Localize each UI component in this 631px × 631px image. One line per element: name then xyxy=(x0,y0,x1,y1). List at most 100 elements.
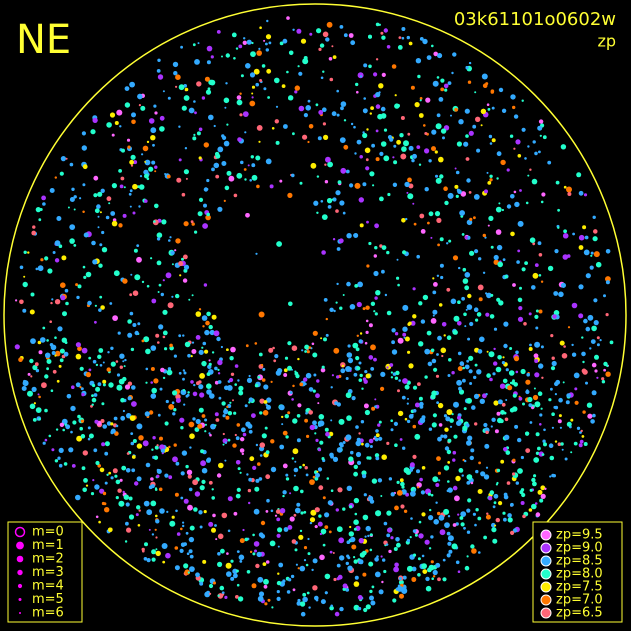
star xyxy=(156,474,160,478)
star xyxy=(285,435,289,439)
star xyxy=(292,448,299,455)
star xyxy=(114,121,119,125)
star xyxy=(466,481,471,485)
star xyxy=(199,373,206,379)
star xyxy=(259,398,265,404)
star xyxy=(437,436,442,442)
star xyxy=(467,293,472,299)
legend-marker xyxy=(540,594,552,606)
star xyxy=(412,529,417,533)
star xyxy=(538,363,544,369)
star xyxy=(466,555,469,558)
star xyxy=(305,411,308,415)
star xyxy=(134,330,139,336)
star xyxy=(562,254,569,260)
star xyxy=(21,386,27,391)
star xyxy=(201,315,208,321)
star xyxy=(570,451,573,454)
star xyxy=(418,163,422,166)
star xyxy=(327,500,333,506)
star xyxy=(398,36,402,39)
star xyxy=(29,358,34,364)
star xyxy=(557,226,560,229)
star xyxy=(444,446,450,451)
star xyxy=(368,561,374,567)
star xyxy=(362,572,367,577)
star xyxy=(150,484,155,489)
star xyxy=(144,199,148,203)
star xyxy=(129,189,133,193)
star xyxy=(165,399,169,404)
star xyxy=(255,155,261,161)
star xyxy=(507,517,513,523)
star xyxy=(293,467,299,473)
star xyxy=(454,184,459,189)
star xyxy=(505,368,509,372)
star xyxy=(162,279,165,282)
star xyxy=(180,496,184,500)
star xyxy=(50,301,53,305)
star xyxy=(421,466,426,470)
star xyxy=(181,257,184,261)
star xyxy=(368,438,374,444)
star xyxy=(153,220,156,223)
star xyxy=(558,397,563,403)
star xyxy=(277,545,280,548)
star xyxy=(130,347,135,352)
star xyxy=(420,319,426,324)
star xyxy=(320,599,326,605)
star xyxy=(228,175,235,182)
star xyxy=(226,571,232,577)
star xyxy=(355,440,362,447)
star xyxy=(527,396,533,403)
star xyxy=(104,481,108,485)
star xyxy=(142,549,145,553)
star xyxy=(504,434,510,440)
star xyxy=(222,414,226,418)
star xyxy=(115,360,119,363)
star xyxy=(243,168,247,171)
star xyxy=(249,456,255,462)
star xyxy=(295,563,298,566)
star xyxy=(296,28,302,34)
star xyxy=(522,402,525,406)
star xyxy=(554,393,558,396)
star xyxy=(95,386,101,392)
star xyxy=(251,85,256,89)
star xyxy=(502,356,505,359)
star xyxy=(430,394,436,400)
star xyxy=(578,234,585,241)
star xyxy=(451,413,454,416)
star xyxy=(526,372,530,377)
star xyxy=(223,140,230,147)
star xyxy=(582,369,588,375)
star xyxy=(150,393,156,399)
star xyxy=(305,473,309,477)
star xyxy=(202,341,207,346)
star xyxy=(193,507,198,512)
star xyxy=(55,428,59,431)
star xyxy=(97,215,100,218)
star xyxy=(406,35,410,40)
star xyxy=(538,274,542,277)
star xyxy=(462,425,468,432)
star xyxy=(352,342,359,349)
star xyxy=(162,376,166,380)
star xyxy=(209,592,212,595)
legend-marker xyxy=(16,555,24,563)
star xyxy=(474,523,477,527)
star xyxy=(200,449,205,454)
star xyxy=(175,293,180,299)
star xyxy=(452,458,456,462)
star xyxy=(80,419,84,423)
star xyxy=(113,416,118,421)
star xyxy=(299,382,304,387)
star xyxy=(503,492,508,497)
star xyxy=(204,418,208,422)
star xyxy=(409,468,413,472)
star xyxy=(563,233,569,239)
star xyxy=(292,28,295,31)
star xyxy=(164,173,167,175)
star xyxy=(82,487,87,493)
star xyxy=(461,296,465,301)
